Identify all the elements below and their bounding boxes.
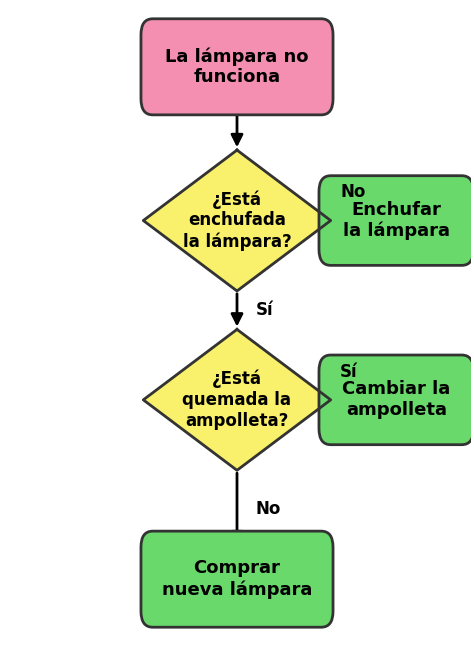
Text: Sí: Sí xyxy=(256,301,273,319)
Text: Comprar
nueva lámpara: Comprar nueva lámpara xyxy=(162,559,312,599)
Polygon shape xyxy=(143,329,331,470)
Text: ¿Está
enchufada
la lámpara?: ¿Está enchufada la lámpara? xyxy=(182,190,292,251)
Text: Enchufar
la lámpara: Enchufar la lámpara xyxy=(343,201,450,240)
Polygon shape xyxy=(143,150,331,291)
FancyBboxPatch shape xyxy=(319,176,474,266)
Text: Sí: Sí xyxy=(340,362,358,380)
Text: La lámpara no
funciona: La lámpara no funciona xyxy=(165,47,309,87)
Text: No: No xyxy=(340,183,365,202)
Text: ¿Está
quemada la
ampolleta?: ¿Está quemada la ampolleta? xyxy=(182,370,292,430)
FancyBboxPatch shape xyxy=(319,355,474,444)
FancyBboxPatch shape xyxy=(141,531,333,627)
Text: No: No xyxy=(256,500,281,517)
FancyBboxPatch shape xyxy=(141,19,333,115)
Text: Cambiar la
ampolleta: Cambiar la ampolleta xyxy=(342,380,450,419)
